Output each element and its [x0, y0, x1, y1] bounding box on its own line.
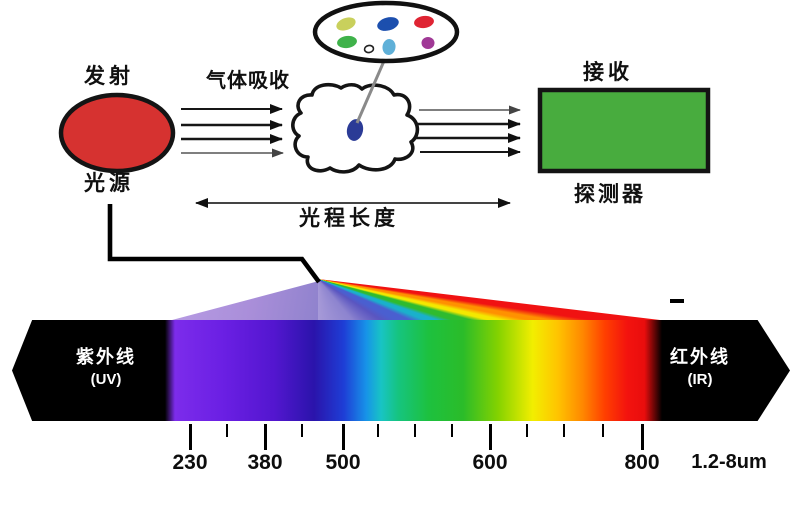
axis-tick-label: 600 — [472, 451, 508, 474]
axis-tick — [488, 424, 492, 450]
axis-tick — [301, 424, 303, 437]
ir-black-arrow — [655, 320, 790, 421]
uv-label: 紫外线 — [76, 347, 136, 367]
axis-tick — [414, 424, 416, 437]
detector-label: 探测器 — [574, 183, 646, 206]
receiver-title: 接收 — [583, 61, 633, 84]
uv-abbr: (UV) — [90, 371, 122, 388]
ir-abbr: (IR) — [687, 371, 713, 388]
emitter-title: 发射 — [84, 65, 134, 88]
axis-tick — [563, 424, 565, 437]
axis-tick — [602, 424, 604, 437]
axis-tick — [377, 424, 379, 437]
axis-tick — [188, 424, 192, 450]
ir-range-label: 1.2-8um — [691, 451, 767, 473]
axis-tick — [263, 424, 267, 450]
light-source-label: 光源 — [84, 172, 134, 195]
axis-tick — [226, 424, 228, 437]
axis-tick-label: 230 — [172, 451, 208, 474]
stray-mark — [670, 299, 684, 303]
axis-tick — [451, 424, 453, 437]
axis-tick-label: 380 — [247, 451, 283, 474]
axis-tick-label: 800 — [624, 451, 660, 474]
axis-tick — [526, 424, 528, 437]
axis-tick — [640, 424, 644, 450]
uv-black-arrow — [12, 320, 173, 421]
axis-tick-label: 500 — [325, 451, 361, 474]
spectrum-band — [165, 320, 662, 421]
gas-absorption-label: 气体吸收 — [206, 70, 290, 92]
path-length-label: 光程长度 — [299, 207, 399, 230]
ir-label: 红外线 — [670, 347, 730, 367]
axis-tick — [341, 424, 345, 450]
